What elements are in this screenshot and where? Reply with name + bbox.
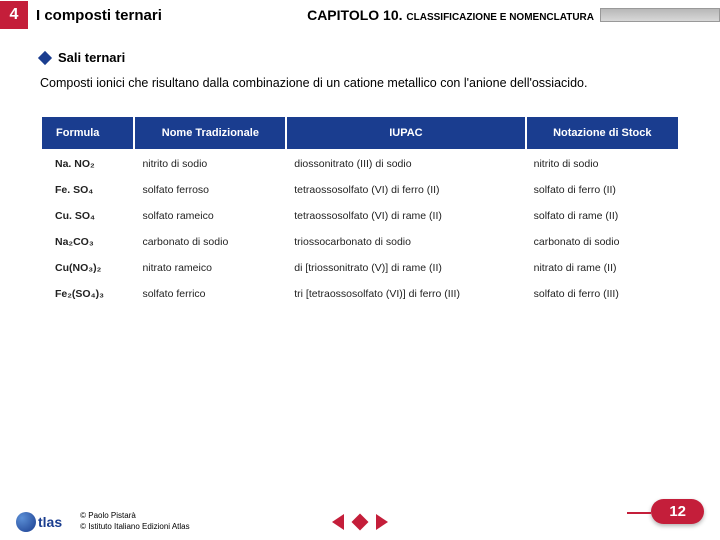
cell-value: tetraossosolfato (VI) di ferro (II) [286, 177, 525, 203]
copyright-line-1: © Paolo Pistarà [80, 511, 190, 521]
bullet-row: Sali ternari [40, 50, 680, 65]
cell-value: solfato di rame (II) [526, 203, 679, 229]
cell-value: di [triossonitrato (V)] di rame (II) [286, 255, 525, 281]
cell-value: solfato rameico [134, 203, 286, 229]
cell-formula: Cu(NO₃)₂ [41, 255, 134, 281]
slide-header: 4 I composti ternari CAPITOLO 10. CLASSI… [0, 0, 720, 30]
table-row: Cu. SO₄solfato rameicotetraossosolfato (… [41, 203, 679, 229]
table-row: Na₂CO₃carbonato di sodiotriossocarbonato… [41, 229, 679, 255]
section-number-badge: 4 [0, 1, 28, 29]
nav-controls [332, 514, 388, 530]
cell-formula: Na₂CO₃ [41, 229, 134, 255]
cell-value: tetraossosolfato (VI) di rame (II) [286, 203, 525, 229]
logo-text: tlas [38, 514, 62, 530]
diamond-icon [38, 50, 52, 64]
cell-value: tri [tetraossosolfato (VI)] di ferro (II… [286, 281, 525, 307]
copyright-block: © Paolo Pistarà © Istituto Italiano Ediz… [80, 511, 190, 532]
slide-footer: tlas © Paolo Pistarà © Istituto Italiano… [0, 511, 720, 532]
next-slide-button[interactable] [376, 514, 388, 530]
cell-formula: Cu. SO₄ [41, 203, 134, 229]
chapter-subtitle: CLASSIFICAZIONE E NOMENCLATURA [406, 12, 594, 23]
table-row: Fe₂(SO₄)₃solfato ferricotri [tetraossoso… [41, 281, 679, 307]
bullet-title: Sali ternari [58, 50, 125, 65]
home-button[interactable] [352, 513, 369, 530]
page-number-badge: 12 [651, 499, 704, 524]
cell-value: nitrito di sodio [526, 150, 679, 177]
cell-value: carbonato di sodio [526, 229, 679, 255]
copyright-line-2: © Istituto Italiano Edizioni Atlas [80, 522, 190, 532]
publisher-logo: tlas [16, 512, 62, 532]
globe-icon [16, 512, 36, 532]
intro-paragraph: Composti ionici che risultano dalla comb… [40, 75, 680, 93]
cell-value: triossocarbonato di sodio [286, 229, 525, 255]
cell-value: solfato ferrico [134, 281, 286, 307]
col-iupac: IUPAC [286, 116, 525, 150]
cell-value: nitrito di sodio [134, 150, 286, 177]
cell-value: nitrato di rame (II) [526, 255, 679, 281]
table-header-row: Formula Nome Tradizionale IUPAC Notazion… [41, 116, 679, 150]
col-traditional: Nome Tradizionale [134, 116, 286, 150]
cell-formula: Na. NO₂ [41, 150, 134, 177]
header-decorative-bar [600, 8, 720, 22]
slide-content: Sali ternari Composti ionici che risulta… [0, 30, 720, 307]
col-formula: Formula [41, 116, 134, 150]
section-title: I composti ternari [36, 7, 307, 24]
cell-value: diossonitrato (III) di sodio [286, 150, 525, 177]
chapter-number: CAPITOLO 10. [307, 7, 402, 23]
prev-slide-button[interactable] [332, 514, 344, 530]
compounds-table: Formula Nome Tradizionale IUPAC Notazion… [40, 115, 680, 307]
cell-value: nitrato rameico [134, 255, 286, 281]
cell-value: solfato ferroso [134, 177, 286, 203]
col-stock: Notazione di Stock [526, 116, 679, 150]
cell-value: carbonato di sodio [134, 229, 286, 255]
cell-value: solfato di ferro (III) [526, 281, 679, 307]
table-row: Fe. SO₄solfato ferrosotetraossosolfato (… [41, 177, 679, 203]
table-row: Cu(NO₃)₂nitrato rameicodi [triossonitrat… [41, 255, 679, 281]
table-row: Na. NO₂nitrito di sodiodiossonitrato (II… [41, 150, 679, 177]
chapter-label: CAPITOLO 10. CLASSIFICAZIONE E NOMENCLAT… [307, 7, 594, 23]
cell-value: solfato di ferro (II) [526, 177, 679, 203]
cell-formula: Fe. SO₄ [41, 177, 134, 203]
cell-formula: Fe₂(SO₄)₃ [41, 281, 134, 307]
